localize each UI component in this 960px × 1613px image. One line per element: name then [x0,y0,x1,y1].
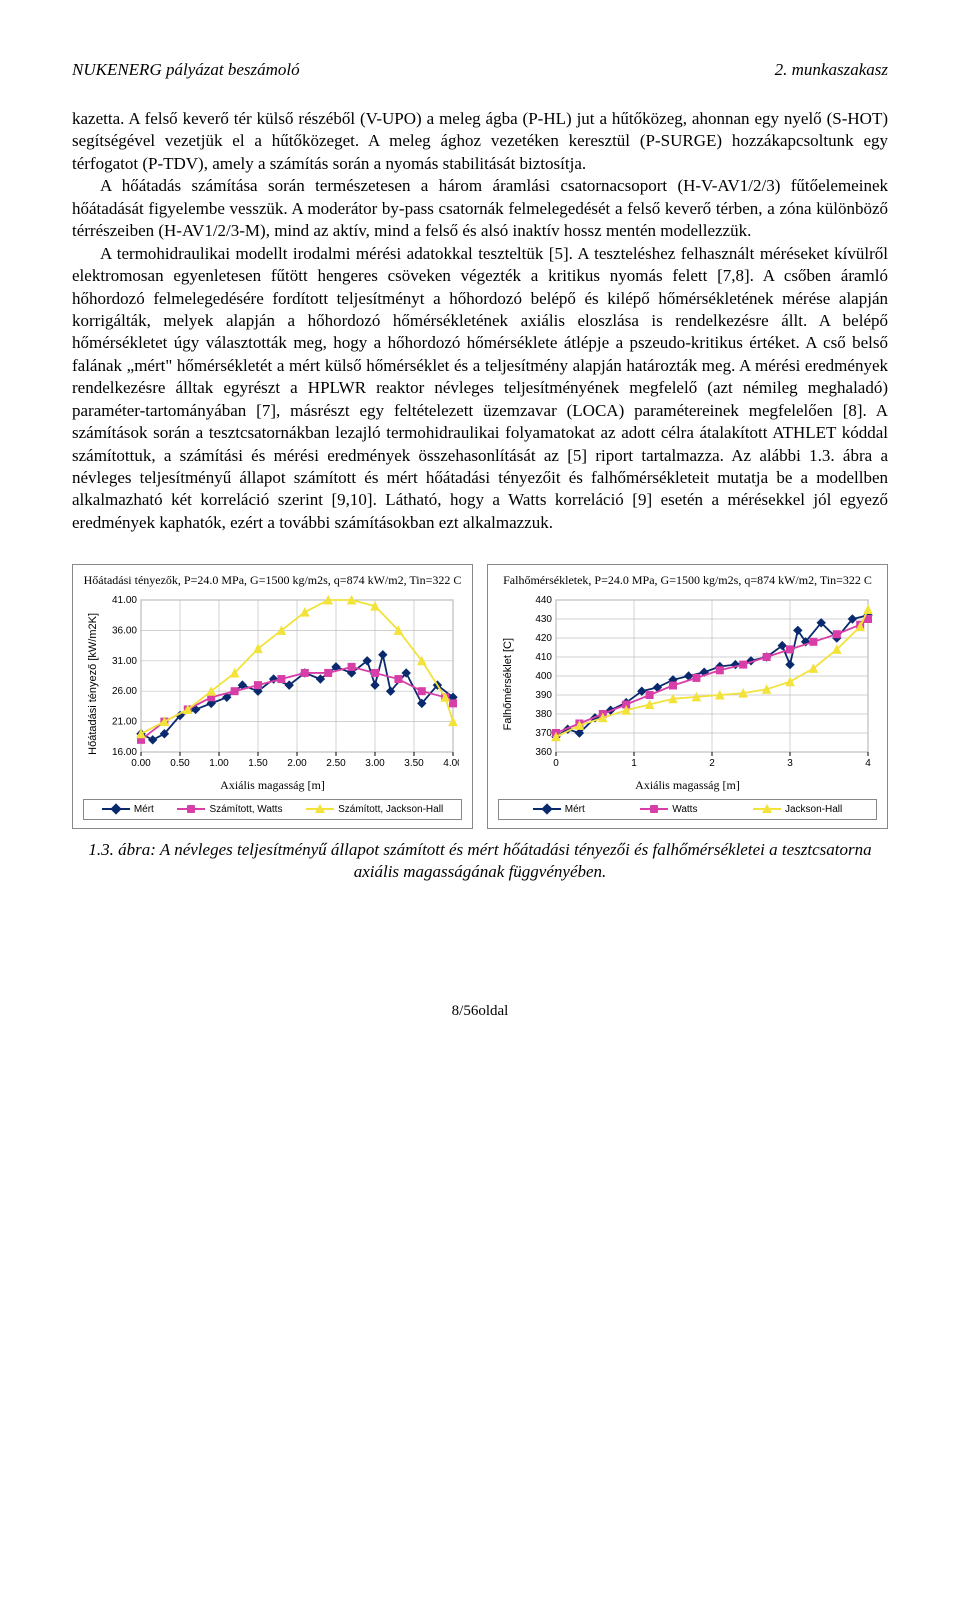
header-right: 2. munkaszakasz [775,60,888,80]
svg-text:21.00: 21.00 [112,716,137,727]
chart-heat-transfer: Hőátadási tényezők, P=24.0 MPa, G=1500 k… [72,564,473,828]
paragraph-2: A hőátadás számítása során természetesen… [72,175,888,242]
svg-text:3: 3 [787,758,793,769]
svg-text:31.00: 31.00 [112,656,137,667]
svg-text:2.00: 2.00 [287,758,307,769]
page-header: NUKENERG pályázat beszámoló 2. munkaszak… [72,60,888,80]
legend-item: Mért [102,804,154,815]
svg-text:370: 370 [535,728,552,739]
svg-text:0: 0 [553,758,559,769]
body-text: kazetta. A felső keverő tér külső részéb… [72,108,888,534]
svg-text:4.00: 4.00 [443,758,459,769]
svg-text:400: 400 [535,671,552,682]
paragraph-1: kazetta. A felső keverő tér külső részéb… [72,108,888,175]
svg-text:1: 1 [631,758,637,769]
header-left: NUKENERG pályázat beszámoló [72,60,300,80]
chart2-xlabel: Axiális magasság [m] [498,778,877,793]
svg-text:3.00: 3.00 [365,758,385,769]
svg-text:1.00: 1.00 [209,758,229,769]
svg-text:390: 390 [535,690,552,701]
legend-item: Számított, Jackson-Hall [306,804,443,815]
svg-text:16.00: 16.00 [112,747,137,758]
figure-caption: 1.3. ábra: A névleges teljesítményű álla… [72,839,888,883]
chart-wall-temp: Falhőmérsékletek, P=24.0 MPa, G=1500 kg/… [487,564,888,828]
svg-text:26.00: 26.00 [112,686,137,697]
svg-text:380: 380 [535,709,552,720]
chart1-xlabel: Axiális magasság [m] [83,778,462,793]
svg-text:420: 420 [535,633,552,644]
svg-text:4: 4 [865,758,871,769]
chart1-ylabel: Hőátadási tényező [kW/m2K] [83,613,99,755]
paragraph-3: A termohidraulikai modellt irodalmi méré… [72,243,888,535]
svg-text:440: 440 [535,595,552,606]
svg-text:410: 410 [535,652,552,663]
chart2-legend: Mért Watts Jackson-Hall [498,799,877,820]
page-footer: 8/56oldal [72,1003,888,1020]
svg-text:2.50: 2.50 [326,758,346,769]
chart2-title: Falhőmérsékletek, P=24.0 MPa, G=1500 kg/… [498,573,877,587]
chart2-ylabel: Falhőmérséklet [C] [498,638,514,730]
svg-text:0.50: 0.50 [170,758,190,769]
svg-text:41.00: 41.00 [112,595,137,606]
legend-item: Watts [640,804,697,815]
svg-text:430: 430 [535,614,552,625]
legend-item: Jackson-Hall [753,804,842,815]
chart2-plot: 360 370 380 390 400 410 420 430 440 0 1 2 3 4 [514,594,874,774]
chart1-legend: Mért Számított, Watts Számított, Jackson-H… [83,799,462,820]
charts-row: Hőátadási tényezők, P=24.0 MPa, G=1500 k… [72,564,888,828]
chart1-plot: 16.00 21.00 26.00 31.00 36.00 41.00 0.00 0.50 1.… [99,594,459,774]
legend-item: Számított, Watts [177,804,282,815]
svg-text:1.50: 1.50 [248,758,268,769]
svg-text:36.00: 36.00 [112,625,137,636]
svg-text:360: 360 [535,747,552,758]
svg-text:3.50: 3.50 [404,758,424,769]
chart1-title: Hőátadási tényezők, P=24.0 MPa, G=1500 k… [83,573,462,587]
svg-text:2: 2 [709,758,715,769]
legend-item: Mért [533,804,585,815]
svg-text:0.00: 0.00 [131,758,151,769]
